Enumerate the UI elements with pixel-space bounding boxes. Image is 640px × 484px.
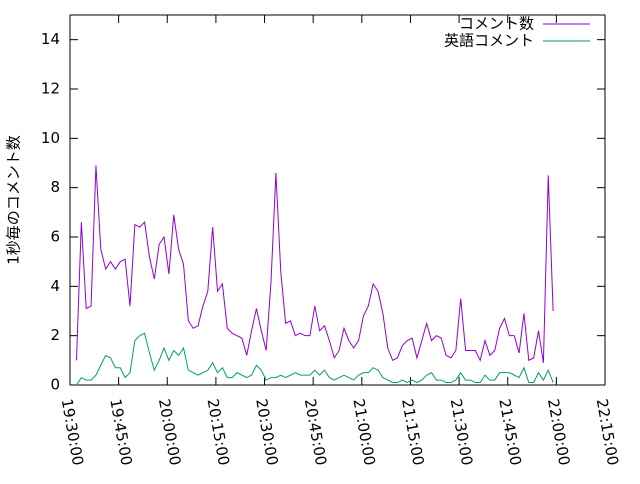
line-series (76, 332, 554, 386)
y-tick-label: 10 (41, 129, 60, 147)
y-axis-label: 1秒毎のコメント数 (5, 135, 23, 265)
y-tick-label: 14 (41, 30, 60, 48)
legend-label: コメント数 (459, 15, 534, 33)
y-tick-label: 6 (50, 228, 60, 246)
plot-frame (69, 14, 606, 386)
y-tick-label: 0 (50, 376, 60, 394)
y-tick-label: 4 (50, 277, 60, 295)
y-tick-label: 12 (41, 80, 60, 98)
legend-label: 英語コメント (444, 32, 534, 50)
y-tick-label: 2 (50, 326, 60, 344)
line-series (75, 165, 554, 363)
y-tick-label: 8 (50, 178, 60, 196)
